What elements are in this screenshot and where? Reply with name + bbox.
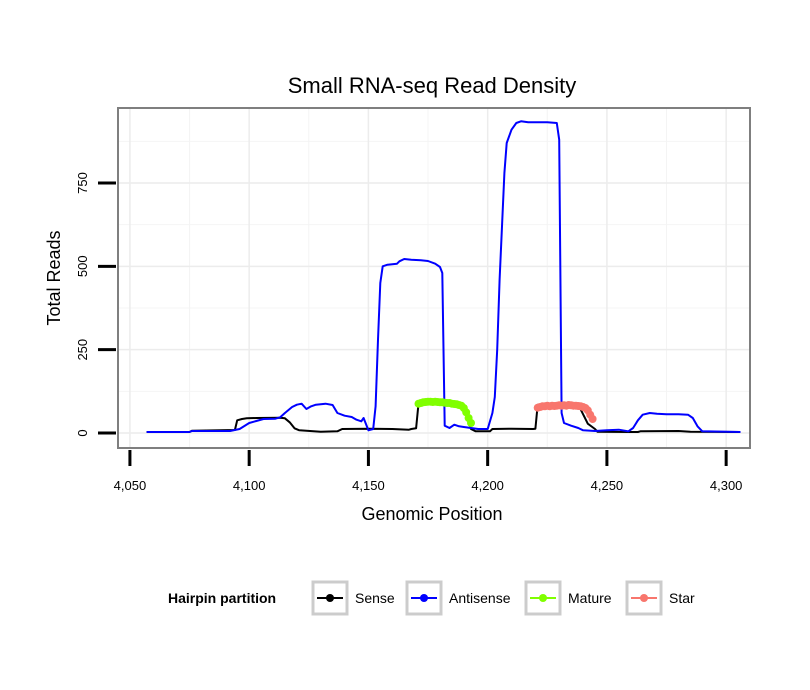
series-line-antisense — [146, 120, 741, 433]
x-tick-label: 4,150 — [352, 478, 385, 493]
x-axis-title: Genomic Position — [361, 504, 502, 524]
legend-entry-antisense: Antisense — [405, 580, 511, 616]
y-tick-label: 0 — [75, 429, 90, 436]
data-point-star — [588, 415, 597, 423]
data-point-mature — [467, 419, 475, 427]
legend-key-point — [420, 594, 428, 602]
legend-label-antisense: Antisense — [449, 590, 511, 606]
legend-label-sense: Sense — [355, 590, 395, 606]
chart-title: Small RNA-seq Read Density — [288, 73, 577, 98]
x-tick-label: 4,200 — [471, 478, 504, 493]
x-axis: 4,050 4,100 4,150 4,200 4,250 4,300 — [114, 450, 743, 493]
legend-title: Hairpin partition — [168, 590, 276, 606]
legend-entry-star: Star — [625, 580, 695, 616]
legend-label-star: Star — [669, 590, 695, 606]
x-tick-label: 4,300 — [710, 478, 743, 493]
series-lines — [146, 120, 741, 433]
legend: Hairpin partition Sense Antisense Mature St… — [168, 580, 695, 616]
legend-entry-mature: Mature — [524, 580, 612, 616]
grid-lines — [118, 108, 750, 448]
legend-key-point — [539, 594, 547, 602]
legend-label-mature: Mature — [568, 590, 612, 606]
y-axis-title: Total Reads — [44, 230, 64, 325]
series-line-sense — [146, 402, 741, 433]
x-tick-label: 4,100 — [233, 478, 266, 493]
legend-key-point — [326, 594, 334, 602]
y-tick-label: 500 — [75, 255, 90, 277]
legend-key-point — [640, 594, 648, 602]
panel-border — [117, 107, 751, 449]
panel-background — [118, 108, 750, 448]
y-axis: 0 250 500 750 — [75, 172, 116, 437]
y-tick-label: 750 — [75, 172, 90, 194]
legend-entry-sense: Sense — [311, 580, 395, 616]
x-tick-label: 4,250 — [591, 478, 624, 493]
plot-panel — [117, 107, 751, 449]
x-tick-label: 4,050 — [114, 478, 147, 493]
y-tick-label: 250 — [75, 339, 90, 361]
series-points — [414, 397, 597, 427]
